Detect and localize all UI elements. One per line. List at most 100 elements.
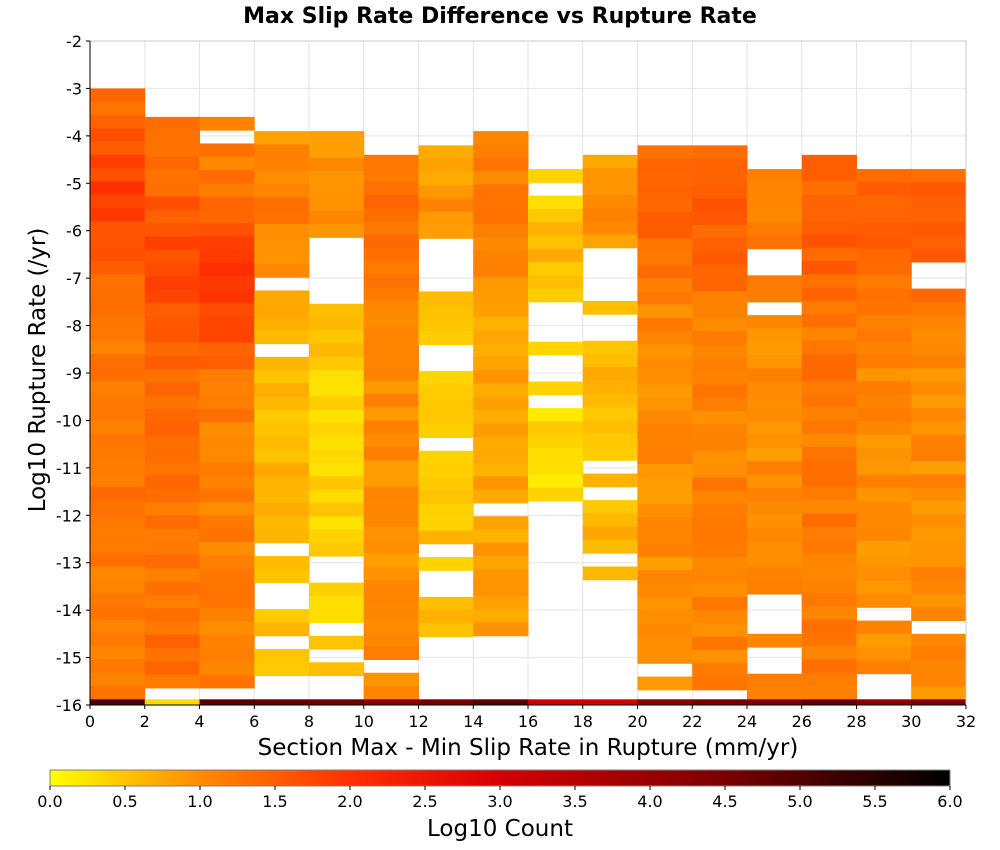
x-tick-label: 22 bbox=[682, 712, 702, 731]
heatmap-cell bbox=[692, 583, 748, 598]
heatmap-cell bbox=[90, 380, 146, 395]
heatmap-cell bbox=[254, 170, 310, 185]
heatmap-cell bbox=[528, 248, 584, 263]
heatmap-cell bbox=[747, 169, 803, 183]
heatmap-cell bbox=[363, 380, 419, 395]
heatmap-cell bbox=[144, 528, 200, 543]
heatmap-cell bbox=[747, 182, 803, 197]
heatmap-cell bbox=[637, 596, 693, 611]
heatmap-cell bbox=[528, 408, 584, 422]
heatmap-cell bbox=[692, 543, 748, 558]
heatmap-cell bbox=[747, 222, 803, 236]
heatmap-cell bbox=[856, 594, 912, 608]
heatmap-cell bbox=[418, 384, 474, 399]
heatmap-cell bbox=[309, 582, 365, 597]
heatmap-cell bbox=[363, 207, 419, 222]
heatmap-cell bbox=[473, 449, 529, 464]
heatmap-cell bbox=[692, 225, 748, 239]
heatmap-cell bbox=[637, 490, 693, 505]
heatmap-cell bbox=[801, 354, 857, 368]
heatmap-cell bbox=[582, 513, 638, 528]
heatmap-cell bbox=[418, 410, 474, 425]
heatmap-cell bbox=[692, 238, 748, 253]
heatmap-cell bbox=[911, 699, 967, 705]
heatmap-cell bbox=[418, 450, 474, 465]
heatmap-cell bbox=[363, 393, 419, 408]
heatmap-cell bbox=[856, 554, 912, 568]
heatmap-cell bbox=[637, 344, 693, 359]
heatmap-cell bbox=[144, 116, 200, 131]
heatmap-cell bbox=[90, 539, 146, 554]
heatmap-cell bbox=[254, 370, 310, 384]
heatmap-cell bbox=[528, 235, 584, 250]
heatmap-cell bbox=[801, 566, 857, 581]
heatmap-cell bbox=[911, 673, 967, 688]
heatmap-cell bbox=[692, 570, 748, 585]
x-tick-label: 18 bbox=[573, 712, 593, 731]
heatmap-cell bbox=[911, 461, 967, 475]
heatmap-cell bbox=[363, 553, 419, 568]
heatmap-cell bbox=[637, 464, 693, 478]
heatmap-cell bbox=[90, 553, 146, 568]
heatmap-cell bbox=[363, 168, 419, 182]
heatmap-cell bbox=[801, 699, 857, 705]
heatmap-cell bbox=[90, 221, 146, 236]
heatmap-cell bbox=[801, 539, 857, 554]
heatmap-cell bbox=[747, 514, 803, 529]
heatmap-cell bbox=[199, 515, 255, 530]
heatmap-cell bbox=[747, 381, 803, 396]
heatmap-cell bbox=[144, 621, 200, 636]
heatmap-cell bbox=[254, 449, 310, 464]
heatmap-cell bbox=[199, 502, 255, 516]
heatmap-cell bbox=[473, 370, 529, 384]
heatmap-cell bbox=[911, 195, 967, 210]
heatmap-cell bbox=[692, 517, 748, 531]
heatmap-cell bbox=[637, 371, 693, 385]
heatmap-cell bbox=[692, 503, 748, 518]
heatmap-cell bbox=[637, 357, 693, 372]
heatmap-cell bbox=[747, 408, 803, 422]
heatmap-cell bbox=[90, 114, 146, 129]
heatmap-cell bbox=[637, 158, 693, 173]
heatmap-cell bbox=[692, 477, 748, 492]
heatmap-cell bbox=[144, 634, 200, 649]
heatmap-cell bbox=[801, 460, 857, 475]
heatmap-cell bbox=[801, 247, 857, 262]
heatmap-cell bbox=[90, 367, 146, 382]
heatmap-cell bbox=[637, 185, 693, 199]
heatmap-cell bbox=[199, 608, 255, 623]
heatmap-cell bbox=[692, 490, 748, 505]
heatmap-cell bbox=[747, 447, 803, 462]
heatmap-cell bbox=[856, 487, 912, 502]
heatmap-cell bbox=[801, 420, 857, 435]
heatmap-cell bbox=[363, 446, 419, 461]
heatmap-cell bbox=[473, 303, 529, 318]
heatmap-cell bbox=[911, 182, 967, 197]
heatmap-cell bbox=[90, 420, 146, 435]
heatmap-cell bbox=[747, 195, 803, 210]
heatmap-cell bbox=[856, 408, 912, 422]
heatmap-cell bbox=[90, 433, 146, 448]
heatmap-cell bbox=[801, 207, 857, 222]
heatmap-cell bbox=[582, 420, 638, 435]
heatmap-cell bbox=[801, 367, 857, 382]
heatmap-cell bbox=[144, 699, 200, 705]
heatmap-cell bbox=[254, 699, 310, 705]
heatmap-cell bbox=[254, 463, 310, 477]
heatmap-cell bbox=[363, 526, 419, 541]
heatmap-cell bbox=[254, 662, 310, 677]
heatmap-cell bbox=[199, 236, 255, 251]
heatmap-cell bbox=[801, 513, 857, 528]
heatmap-cell bbox=[254, 197, 310, 212]
heatmap-cell bbox=[801, 380, 857, 395]
heatmap-cell bbox=[254, 649, 310, 663]
heatmap-cell bbox=[911, 540, 967, 555]
heatmap-cell bbox=[692, 636, 748, 651]
heatmap-cell bbox=[90, 672, 146, 687]
heatmap-cell bbox=[801, 619, 857, 634]
heatmap-cell bbox=[911, 527, 967, 542]
heatmap-cell bbox=[199, 156, 255, 171]
heatmap-cell bbox=[418, 596, 474, 611]
heatmap-cell bbox=[692, 158, 748, 173]
heatmap-cell bbox=[473, 343, 529, 358]
